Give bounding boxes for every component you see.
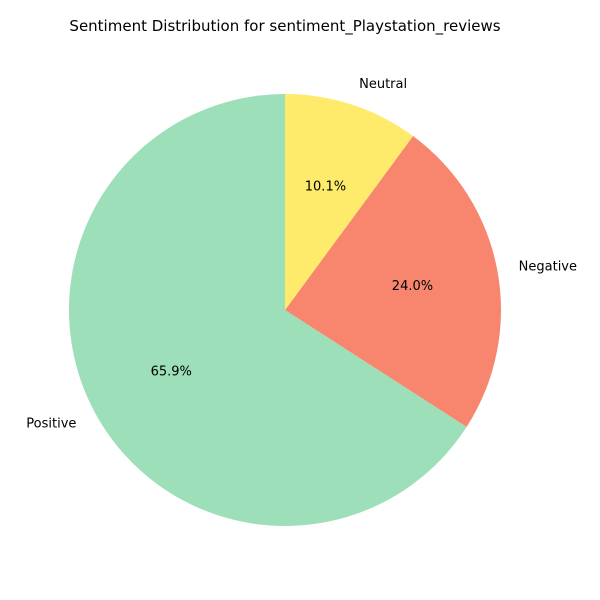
slice-label-positive: Positive xyxy=(26,416,76,431)
pct-label-negative: 24.0% xyxy=(392,279,433,294)
pie-slice-neutral xyxy=(285,94,414,310)
pie-slice-positive xyxy=(69,94,467,527)
slice-label-neutral: Neutral xyxy=(359,77,407,92)
pct-label-neutral: 10.1% xyxy=(305,179,346,194)
pct-label-positive: 65.9% xyxy=(151,365,192,380)
chart-title: Sentiment Distribution for sentiment_Pla… xyxy=(69,17,501,35)
pie-slice-negative xyxy=(285,136,501,427)
slice-label-negative: Negative xyxy=(519,259,577,274)
